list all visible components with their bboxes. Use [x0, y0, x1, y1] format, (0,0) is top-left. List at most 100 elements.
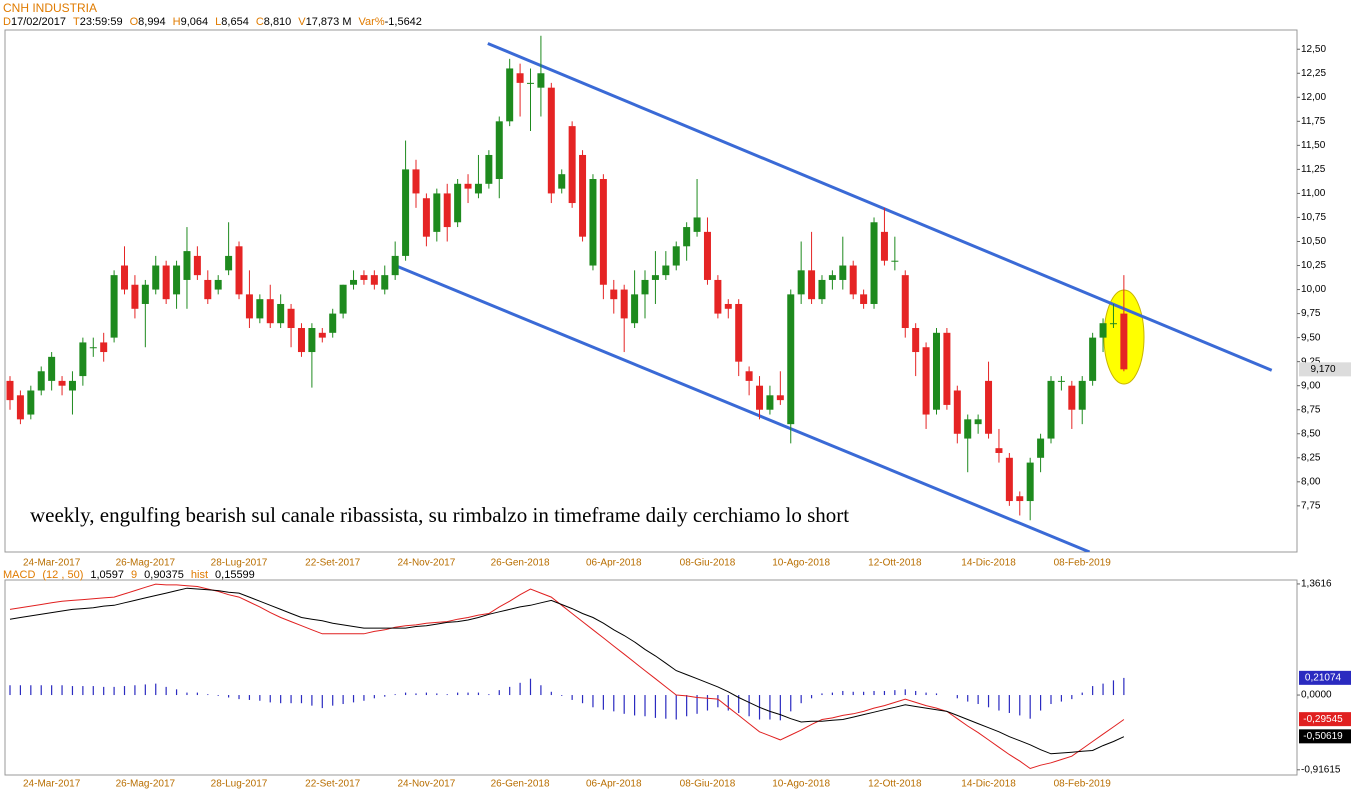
info-value: -1,5642	[384, 16, 422, 28]
candle-body	[547, 87, 555, 194]
y-tick-label: 1,3616	[1301, 579, 1332, 590]
candle-body	[735, 303, 743, 362]
candle-body	[860, 294, 868, 304]
candle-body	[922, 347, 930, 415]
info-value: 9,064	[180, 16, 209, 28]
x-tick-label: 14-Dic-2018	[961, 558, 1016, 569]
candle-body	[641, 279, 649, 295]
candle-body	[985, 380, 993, 434]
candle-body	[932, 332, 940, 410]
candle-body	[183, 251, 191, 280]
x-tick-label: 26-Mag-2017	[116, 558, 176, 569]
candle-body	[506, 68, 514, 122]
candle-body	[1099, 323, 1107, 338]
candle-body	[162, 265, 170, 300]
y-tick-label: 11,00	[1301, 188, 1326, 199]
y-tick-label: 0,0000	[1301, 690, 1332, 701]
info-value: 8,654	[221, 16, 249, 28]
candle-body	[287, 308, 295, 329]
candle-body	[1016, 496, 1024, 502]
x-tick-label: 06-Apr-2018	[586, 779, 642, 790]
candle-body	[152, 265, 160, 290]
x-tick-label: 08-Giu-2018	[680, 779, 736, 790]
y-tick-label: 7,75	[1301, 500, 1321, 511]
info-key: C	[255, 16, 264, 28]
macd-panel	[4, 579, 1298, 776]
last-price-label: 9,170	[1310, 364, 1335, 375]
candle-body	[620, 289, 628, 319]
candle-body	[693, 217, 701, 232]
candle-body	[48, 356, 56, 381]
candle-body	[27, 390, 35, 415]
candle-body	[599, 179, 607, 285]
y-tick-label: 9,75	[1301, 308, 1321, 319]
info-value: 17/02/2017	[10, 16, 67, 28]
candle-body	[141, 284, 149, 304]
y-tick-label: 10,25	[1301, 260, 1326, 271]
candle-body	[527, 82, 534, 84]
y-tick-label: 8,25	[1301, 452, 1321, 463]
last-price-box	[1299, 362, 1351, 377]
candle-body	[589, 179, 597, 266]
candle-body	[891, 260, 899, 262]
candle-body	[610, 289, 618, 300]
y-tick-label: 12,00	[1301, 92, 1326, 103]
candle-body	[193, 255, 201, 276]
candle-body	[537, 73, 545, 88]
macd-title: MACD	[3, 569, 36, 581]
candle-body	[79, 342, 87, 377]
candle-body	[402, 169, 410, 256]
macd-line	[9, 583, 1125, 770]
candle-body	[703, 231, 711, 280]
candle-body	[297, 328, 305, 353]
x-tick-label: 26-Gen-2018	[491, 558, 550, 569]
candle-body	[235, 246, 243, 295]
candle-body	[256, 299, 264, 319]
x-tick-label: 10-Ago-2018	[772, 779, 830, 790]
candle-body	[953, 390, 961, 434]
y-tick-label: 8,50	[1301, 428, 1321, 439]
candle-body	[58, 380, 66, 386]
chart-title: CNH INDUSTRIA	[3, 1, 98, 15]
candle-body	[204, 279, 212, 300]
last-value-box	[1299, 670, 1351, 685]
candle-body	[943, 332, 951, 405]
candle-body	[756, 385, 764, 410]
x-tick-label: 12-Ott-2018	[868, 779, 922, 790]
candle-body	[724, 303, 732, 309]
candle-body	[131, 284, 139, 309]
info-value: 0,90375	[144, 569, 184, 581]
candle-body	[1068, 385, 1076, 410]
info-value: 17,873 M	[305, 16, 352, 28]
candle-body	[672, 246, 680, 266]
x-tick-label: 26-Mag-2017	[116, 779, 176, 790]
candle-body	[350, 279, 358, 285]
x-tick-label: 14-Dic-2018	[961, 779, 1016, 790]
candle-body	[787, 294, 795, 425]
last-value-label: 0,21074	[1305, 672, 1342, 683]
info-item: Var%-1,5642	[359, 16, 422, 28]
candle-body	[1037, 438, 1045, 458]
y-tick-label: 9,25	[1301, 356, 1321, 367]
candle-body	[579, 154, 587, 237]
candle-body	[110, 275, 118, 338]
y-tick-label: 10,50	[1301, 236, 1326, 247]
candle-body	[245, 294, 253, 319]
y-tick-label: 11,75	[1301, 116, 1326, 127]
info-item: V17,873 M	[298, 16, 351, 28]
y-tick-label: 10,75	[1301, 212, 1326, 223]
candle-body	[1047, 380, 1055, 439]
candle-body	[100, 342, 108, 353]
candle-body	[797, 270, 805, 295]
info-value: 1,0597	[90, 569, 125, 581]
candle-body	[412, 169, 420, 194]
trendlines	[394, 42, 1273, 552]
candle-body	[651, 275, 659, 280]
info-value: 8,994	[138, 16, 166, 28]
candle-body	[828, 275, 836, 280]
candle-body	[495, 121, 503, 180]
x-tick-label: 08-Feb-2019	[1054, 779, 1112, 790]
candle-body	[662, 265, 670, 276]
candle-body	[464, 183, 472, 189]
